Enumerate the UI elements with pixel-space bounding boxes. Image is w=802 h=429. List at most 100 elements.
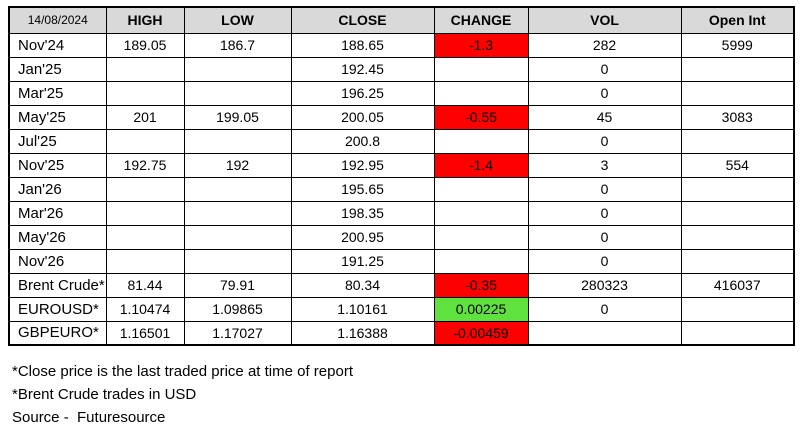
cell-vol: 0 [527,248,682,274]
cell-low: 79.91 [183,272,292,298]
cell-change: -1.3 [433,32,529,58]
table-row: Mar'26 198.35 0 [8,200,795,226]
cell-close: 198.35 [290,200,435,226]
column-header-low: LOW [183,6,292,34]
cell-vol: 0 [527,296,682,322]
cell-open-int [680,128,795,154]
cell-change: -0.00459 [433,320,529,346]
table-row: Nov'25 192.75 192 192.95 -1.4 3 554 [8,152,795,178]
cell-open-int [680,200,795,226]
cell-open-int: 3083 [680,104,795,130]
cell-high [105,176,185,202]
cell-high: 81.44 [105,272,185,298]
cell-open-int: 416037 [680,272,795,298]
cell-contract-label: Mar'25 [8,80,107,106]
cell-vol: 0 [527,224,682,250]
cell-high: 189.05 [105,32,185,58]
cell-change: 0.00225 [433,296,529,322]
cell-low [183,248,292,274]
cell-close: 191.25 [290,248,435,274]
table-row: EUROUSD* 1.10474 1.09865 1.10161 0.00225 0 [8,296,795,322]
cell-close: 192.95 [290,152,435,178]
futures-price-table: 14/08/2024 HIGH LOW CLOSE CHANGE VOL Ope… [8,6,795,346]
cell-vol: 0 [527,128,682,154]
cell-open-int [680,296,795,322]
cell-close: 192.45 [290,56,435,82]
table-row: Jan'26 195.65 0 [8,176,795,202]
cell-low: 1.17027 [183,320,292,346]
cell-change: -0.35 [433,272,529,298]
cell-vol: 282 [527,32,682,58]
cell-high [105,56,185,82]
cell-vol: 0 [527,176,682,202]
table-row: Nov'24 189.05 186.7 188.65 -1.3 282 5999 [8,32,795,58]
table-row: Nov'26 191.25 0 [8,248,795,274]
cell-open-int [680,80,795,106]
cell-open-int [680,176,795,202]
cell-low: 186.7 [183,32,292,58]
cell-low [183,200,292,226]
table-row: May'26 200.95 0 [8,224,795,250]
cell-close: 196.25 [290,80,435,106]
cell-contract-label: Jan'26 [8,176,107,202]
table-row: Jan'25 192.45 0 [8,56,795,82]
cell-close: 1.10161 [290,296,435,322]
cell-change [433,80,529,106]
footnote-close-price: *Close price is the last traded price at… [12,363,353,380]
column-header-close: CLOSE [290,6,435,34]
cell-low: 1.09865 [183,296,292,322]
table-row: GBPEURO* 1.16501 1.17027 1.16388 -0.00459 [8,320,795,346]
cell-close: 200.95 [290,224,435,250]
cell-change: -1.4 [433,152,529,178]
table-body: Nov'24 189.05 186.7 188.65 -1.3 282 5999 Jan'25… [8,32,795,346]
cell-high: 192.75 [105,152,185,178]
column-header-change: CHANGE [433,6,529,34]
cell-contract-label: EUROUSD* [8,296,107,322]
cell-low [183,56,292,82]
cell-close: 1.16388 [290,320,435,346]
cell-high [105,224,185,250]
cell-contract-label: May'25 [8,104,107,130]
cell-change [433,224,529,250]
table-row: Mar'25 196.25 0 [8,80,795,106]
cell-open-int [680,248,795,274]
cell-open-int: 554 [680,152,795,178]
cell-vol: 0 [527,200,682,226]
cell-vol [527,320,682,346]
cell-change [433,56,529,82]
cell-contract-label: Nov'24 [8,32,107,58]
cell-contract-label: Jan'25 [8,56,107,82]
cell-change [433,200,529,226]
cell-contract-label: Brent Crude* [8,272,107,298]
cell-close: 195.65 [290,176,435,202]
cell-high [105,128,185,154]
column-header-open-int: Open Int [680,6,795,34]
table-row: Jul'25 200.8 0 [8,128,795,154]
table-row: Brent Crude* 81.44 79.91 80.34 -0.35 280323 41… [8,272,795,298]
cell-close: 80.34 [290,272,435,298]
header-row: 14/08/2024 HIGH LOW CLOSE CHANGE VOL Ope… [8,6,795,34]
cell-low [183,224,292,250]
cell-vol: 0 [527,56,682,82]
cell-change [433,128,529,154]
column-header-high: HIGH [105,6,185,34]
cell-contract-label: Nov'25 [8,152,107,178]
cell-low [183,128,292,154]
cell-close: 188.65 [290,32,435,58]
column-header-vol: VOL [527,6,682,34]
cell-change [433,248,529,274]
cell-contract-label: May'26 [8,224,107,250]
cell-low [183,176,292,202]
cell-contract-label: GBPEURO* [8,320,107,346]
cell-high [105,200,185,226]
report-date: 14/08/2024 [8,6,107,34]
cell-vol: 0 [527,80,682,106]
cell-low [183,80,292,106]
cell-high: 1.16501 [105,320,185,346]
cell-open-int [680,320,795,346]
cell-contract-label: Mar'26 [8,200,107,226]
cell-low: 192 [183,152,292,178]
cell-open-int [680,224,795,250]
cell-vol: 280323 [527,272,682,298]
